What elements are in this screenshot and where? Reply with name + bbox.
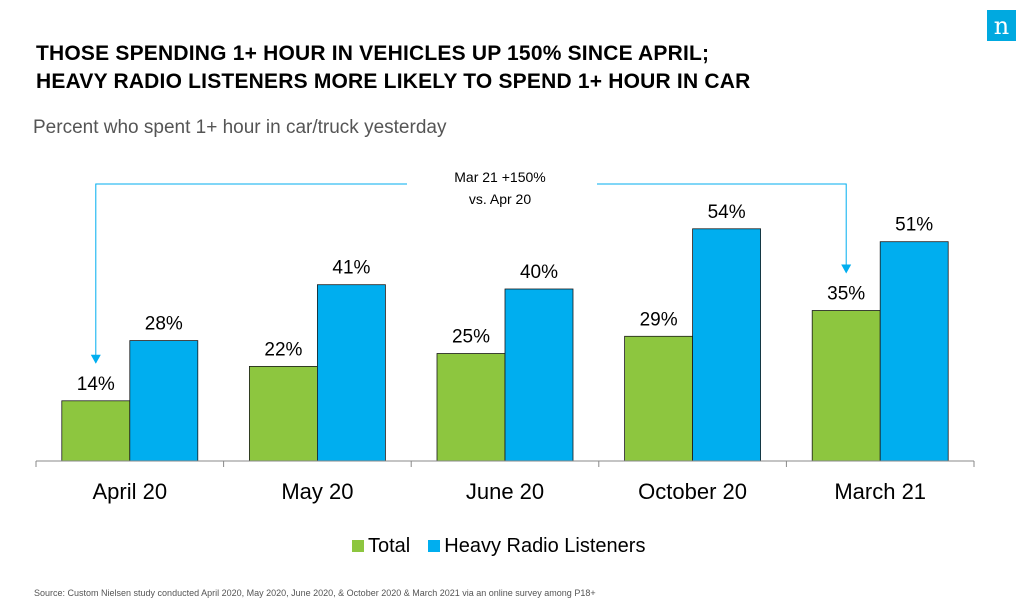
legend: Total Heavy Radio Listeners [352, 534, 663, 558]
data-label-heavy-radio-listeners-may-20: 41% [332, 258, 370, 279]
annotation-text-line-2: vs. Apr 20 [469, 191, 531, 207]
x-tick-label-june-20: June 20 [466, 479, 544, 504]
x-tick-label-may-20: May 20 [281, 479, 353, 504]
legend-item-total: Total [352, 535, 410, 558]
bar-heavy-radio-listeners-october-20 [692, 228, 761, 462]
nielsen-logo: n [987, 10, 1016, 41]
data-label-total-march-21: 35% [827, 284, 865, 305]
data-label-heavy-radio-listeners-october-20: 54% [708, 202, 746, 223]
data-label-total-may-20: 22% [264, 339, 302, 360]
data-label-total-october-20: 29% [640, 309, 678, 330]
legend-item-heavy-radio-listeners: Heavy Radio Listeners [428, 535, 645, 558]
bar-heavy-radio-listeners-march-21 [879, 241, 949, 462]
bar-total-may-20 [248, 365, 318, 462]
legend-label-total: Total [368, 534, 411, 557]
chart-title-line-2: HEAVY RADIO LISTENERS MORE LIKELY TO SPE… [36, 70, 751, 93]
data-label-total-june-20: 25% [452, 327, 490, 348]
chart-title: THOSE SPENDING 1+ HOUR IN VEHICLES UP 15… [36, 40, 966, 96]
bar-total-march-21 [811, 310, 881, 462]
x-tick-label-april-20: April 20 [93, 479, 168, 504]
legend-label-heavy-radio-listeners: Heavy Radio Listeners [444, 534, 646, 557]
chart-title-line-1: THOSE SPENDING 1+ HOUR IN VEHICLES UP 15… [36, 42, 710, 65]
data-label-heavy-radio-listeners-march-21: 51% [895, 215, 933, 236]
x-tick-label-march-21: March 21 [834, 479, 926, 504]
data-label-total-april-20: 14% [77, 374, 115, 395]
annotation-arrowhead-left [90, 354, 101, 364]
bar-total-june-20 [436, 353, 506, 462]
chart-subtitle: Percent who spent 1+ hour in car/truck y… [33, 117, 447, 138]
bar-heavy-radio-listeners-april-20 [129, 340, 199, 462]
bar-heavy-radio-listeners-june-20 [504, 288, 574, 462]
annotation-text-line-1: Mar 21 +150% [454, 169, 545, 185]
x-tick-label-october-20: October 20 [638, 479, 747, 504]
annotation-connector-left [95, 183, 407, 363]
data-label-heavy-radio-listeners-april-20: 28% [145, 314, 183, 335]
source-note: Source: Custom Nielsen study conducted A… [34, 588, 596, 598]
bar-total-april-20 [61, 400, 131, 462]
bar-total-october-20 [624, 335, 693, 462]
legend-swatch-heavy-radio-listeners [428, 540, 441, 552]
legend-swatch-total [352, 540, 364, 552]
data-label-heavy-radio-listeners-june-20: 40% [520, 262, 558, 283]
bar-heavy-radio-listeners-may-20 [316, 284, 386, 462]
annotation-connector-right [597, 183, 847, 273]
annotation-arrowhead-right [841, 264, 852, 274]
